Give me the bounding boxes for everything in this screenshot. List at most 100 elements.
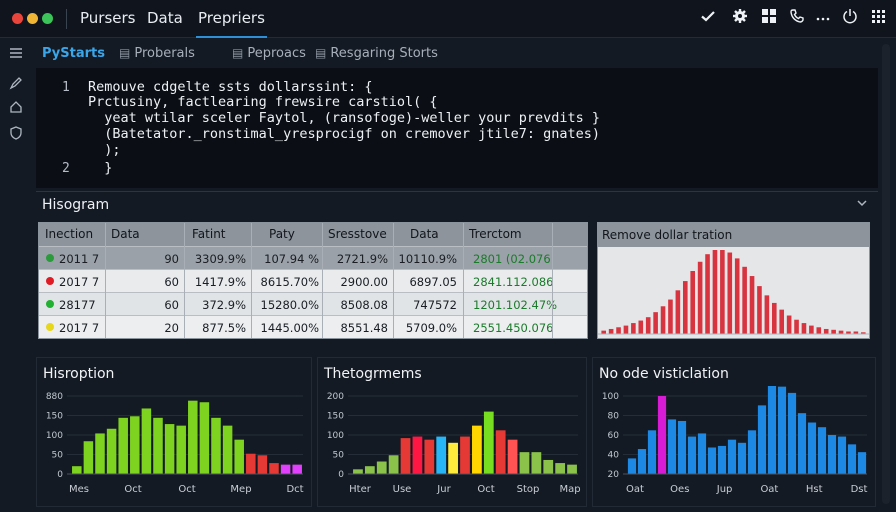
grid-icon[interactable]	[759, 8, 779, 28]
doc-icon: ▤	[232, 46, 244, 60]
bell-chart-title: Remove dollar tration	[602, 228, 733, 242]
table-row[interactable]: 2017 7 20 877.5% 1445.00% 8551.48 5709.0…	[39, 315, 587, 338]
histogram-chart-1: 880 150 100 50 0 Mes Oct Oct Mep Dct	[46, 392, 304, 495]
bell-bar	[801, 323, 807, 334]
bell-chart-panel: Remove dollar tration	[597, 222, 870, 339]
chart-bar	[448, 442, 458, 474]
brush-icon[interactable]	[6, 76, 26, 96]
bell-bar	[771, 302, 777, 334]
chart-bar	[787, 392, 797, 474]
apps-icon[interactable]	[868, 8, 888, 28]
column-header[interactable]: Data	[111, 227, 140, 241]
tab-resgaring-storts[interactable]: ▤ Resgaring Storts	[315, 46, 438, 61]
column-header[interactable]: Sresstove	[328, 227, 387, 241]
bell-bar	[742, 266, 747, 334]
code-line: );	[88, 142, 121, 158]
check-icon[interactable]	[698, 8, 718, 28]
menu-pursers[interactable]: Pursers	[80, 9, 136, 27]
chart-bar	[847, 444, 857, 474]
bell-bar	[705, 254, 710, 334]
phone-icon[interactable]	[787, 8, 807, 28]
chart-bar	[83, 441, 94, 474]
gear-icon[interactable]	[730, 8, 750, 28]
bell-bar	[682, 281, 688, 334]
table-cell: 60	[164, 298, 179, 312]
doc-icon: ▤	[119, 46, 131, 60]
column-header[interactable]: Paty	[269, 227, 295, 241]
table-cell: 2721.9%	[336, 252, 388, 266]
chart-bar	[817, 427, 827, 474]
column-header[interactable]: Inection	[45, 227, 94, 241]
list-icon[interactable]	[6, 46, 26, 66]
column-divider	[463, 223, 464, 338]
chevron-down-icon[interactable]	[856, 197, 868, 212]
table-row[interactable]: 2017 7 60 1417.9% 8615.70% 2900.00 6897.…	[39, 269, 587, 292]
chart-bar	[807, 422, 817, 474]
chart-bar	[667, 419, 677, 474]
column-header[interactable]: Trerctom	[469, 227, 522, 241]
column-header[interactable]: Data	[410, 227, 439, 241]
minimize-window-button[interactable]	[27, 13, 38, 24]
chart-bar	[412, 436, 423, 474]
bell-bar	[712, 250, 718, 334]
bell-bar	[838, 330, 844, 334]
table-row[interactable]: 28177 60 372.9% 15280.0% 8508.08 747572 …	[39, 292, 587, 315]
table-cell: 2801 (02.076	[473, 252, 551, 266]
chart-bar	[106, 428, 117, 474]
menu-data[interactable]: Data	[147, 9, 183, 27]
table-cell: 877.5%	[202, 321, 246, 335]
menu-prepriers[interactable]: Prepriers	[196, 9, 267, 38]
tab-proberals[interactable]: ▤ Proberals	[119, 46, 195, 61]
column-header[interactable]: Fatint	[192, 227, 226, 241]
chart-bar	[424, 439, 435, 474]
title-divider	[66, 9, 67, 29]
x-tick-label: Jur	[436, 484, 451, 495]
chart-bar	[176, 425, 186, 474]
tab-peproacs[interactable]: ▤ Peproacs	[232, 46, 306, 61]
chart-bar	[222, 425, 233, 474]
table-row[interactable]: 2011 7 90 3309.9% 107.94 % 2721.9% 10110…	[39, 246, 587, 269]
maximize-window-button[interactable]	[42, 13, 53, 24]
home-icon[interactable]	[6, 100, 26, 120]
section-divider	[36, 191, 878, 192]
y-tick-label: 40	[608, 451, 620, 461]
table-header: Inection Data Fatint Paty Sresstove Data…	[39, 223, 587, 246]
chart-bar	[797, 413, 807, 474]
shield-icon[interactable]	[6, 126, 26, 146]
code-editor[interactable]: 1 Remouve cdgelte ssts dollarssint: { Pr…	[36, 68, 878, 188]
chart-bar	[292, 464, 302, 474]
chart-bar	[130, 416, 140, 474]
table-cell: 8551.48	[340, 321, 388, 335]
y-tick-label: 100	[327, 431, 344, 441]
ellipsis-icon[interactable]	[813, 8, 833, 28]
tab-pystarts[interactable]: PyStarts	[42, 46, 105, 61]
chart-bar	[647, 430, 657, 474]
bell-bar	[853, 331, 859, 334]
chart-bar	[827, 435, 837, 474]
bell-bar	[734, 258, 740, 334]
y-tick-label: 100	[602, 392, 619, 402]
chart-bar	[777, 386, 787, 474]
code-line: Prctusiny, factlearing frewsire carstiol…	[88, 94, 438, 110]
bell-bar	[660, 306, 666, 334]
y-tick-label: 20	[608, 470, 620, 480]
bell-bar	[616, 327, 621, 334]
chart-panel-2: Thetogrmems 200 150 100 50 0 Hter Use Jur Oct Sto…	[317, 357, 587, 507]
bell-chart	[598, 250, 869, 335]
chart-bar	[707, 447, 717, 474]
chart-bar	[199, 402, 210, 474]
chart-bar	[657, 396, 667, 474]
table-cell: 2017 7	[59, 275, 100, 289]
column-divider	[393, 223, 394, 338]
vertical-scrollbar[interactable]	[882, 44, 890, 504]
chart-title: Thetogrmems	[324, 366, 422, 382]
chart-bar	[400, 438, 411, 474]
power-icon[interactable]	[840, 8, 860, 28]
bell-bar	[816, 327, 822, 334]
bell-bar	[690, 271, 696, 334]
close-window-button[interactable]	[12, 13, 23, 24]
bell-bar	[823, 328, 829, 334]
bell-bar	[697, 261, 703, 334]
status-dot	[46, 323, 54, 331]
chart-bar	[757, 405, 767, 474]
